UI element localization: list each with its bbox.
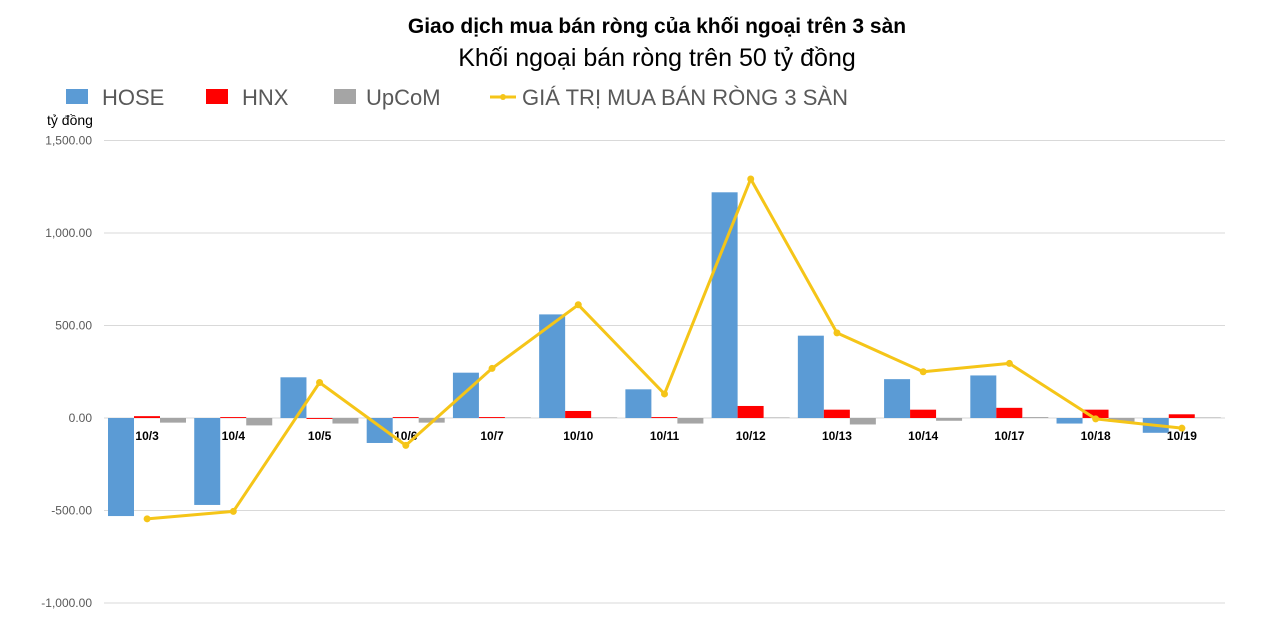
bar-hnx [1082, 409, 1109, 418]
bar-upcom [591, 417, 618, 418]
bar-hnx [565, 410, 592, 418]
y-tick-label: -1,000.00 [41, 596, 92, 610]
bar-hnx [478, 417, 505, 418]
bar-hose [108, 418, 134, 517]
y-tick-label: 1,000.00 [45, 226, 92, 240]
legend-swatch-hnx [206, 89, 228, 104]
chart-title: Giao dịch mua bán ròng của khối ngoại tr… [408, 15, 906, 38]
legend-swatch-total-marker [500, 94, 506, 100]
y-tick-label: 1,500.00 [45, 134, 92, 148]
net-value-point [574, 301, 582, 309]
bar-hnx [392, 417, 419, 418]
x-axis-ticks: 10/3 10/4 10/5 10/6 10/7 10/10 10/11 10/12 10/13… [135, 429, 1197, 443]
bar-hnx [306, 418, 333, 419]
net-value-point [1005, 359, 1013, 367]
bar-hnx [823, 409, 850, 418]
bar-hose [884, 379, 911, 418]
y-axis-unit-label: tỷ đồng [47, 112, 93, 128]
net-value-point [1178, 424, 1186, 432]
bar-upcom [1108, 418, 1135, 422]
bar-upcom [1194, 417, 1221, 418]
bar-hose [194, 418, 221, 505]
net-value-point [402, 441, 410, 449]
bar-upcom [160, 418, 186, 423]
x-tick-label: 10/11 [650, 429, 680, 443]
bar-hnx [910, 409, 937, 418]
y-tick-label: 500.00 [55, 319, 92, 333]
bar-upcom [763, 417, 790, 418]
bar-upcom [504, 417, 531, 418]
bar-upcom [246, 418, 273, 426]
net-value-point [488, 364, 496, 372]
bar-upcom [332, 418, 359, 424]
legend-swatch-hose [66, 89, 88, 104]
bar-hnx [996, 407, 1023, 418]
x-tick-label: 10/4 [222, 429, 246, 443]
y-tick-label: -500.00 [51, 504, 92, 518]
net-value-line [143, 175, 1186, 523]
net-value-point [747, 175, 755, 183]
y-axis-ticks: 1,500.00 1,000.00 500.00 0.00 -500.00 -1,000.… [41, 134, 92, 611]
bar-hnx [220, 417, 247, 418]
x-tick-label: 10/12 [736, 429, 766, 443]
bar-upcom [1022, 417, 1049, 418]
legend-label-hose: HOSE [102, 85, 164, 110]
bar-upcom [936, 418, 963, 421]
x-tick-label: 10/5 [308, 429, 332, 443]
bar-hose [970, 375, 997, 418]
net-value-point [143, 515, 151, 523]
bar-hose [797, 335, 824, 418]
legend-label-total: GIÁ TRỊ MUA BÁN RÒNG 3 SÀN [522, 85, 848, 110]
legend-swatch-upcom [334, 89, 356, 104]
bar-hose [280, 377, 307, 418]
bar-hose [366, 418, 393, 443]
y-tick-label: 0.00 [69, 411, 93, 425]
chart-subtitle: Khối ngoại bán ròng trên 50 tỷ đồng [458, 44, 856, 72]
bar-upcom [677, 418, 704, 424]
bars [108, 192, 1221, 517]
net-value-point [919, 368, 927, 376]
net-value-point [229, 507, 237, 515]
net-value-point [661, 390, 668, 398]
legend: HOSE HNX UpCoM GIÁ TRỊ MUA BÁN RÒNG 3 SÀ… [66, 85, 848, 110]
legend-label-upcom: UpCoM [366, 85, 441, 110]
bar-hnx [134, 416, 160, 418]
bar-hose [711, 192, 738, 418]
bar-hnx [651, 417, 678, 418]
x-tick-label: 10/13 [822, 429, 852, 443]
bar-upcom [849, 418, 876, 425]
x-tick-label: 10/18 [1081, 429, 1111, 443]
x-tick-label: 10/17 [994, 429, 1024, 443]
x-tick-label: 10/14 [908, 429, 938, 443]
x-tick-label: 10/19 [1167, 429, 1197, 443]
net-value-polyline [146, 177, 1183, 521]
x-tick-label: 10/10 [563, 429, 593, 443]
net-value-point [1092, 415, 1100, 423]
net-value-point [833, 329, 841, 337]
bar-hose [452, 372, 479, 418]
legend-label-hnx: HNX [242, 85, 289, 110]
bar-hnx [1168, 414, 1195, 418]
net-value-point [316, 378, 324, 386]
x-tick-label: 10/7 [480, 429, 504, 443]
gridlines [104, 140, 1225, 604]
bar-hose [1056, 418, 1083, 424]
x-tick-label: 10/3 [135, 429, 159, 443]
bar-hnx [737, 405, 764, 418]
bar-hose [625, 389, 652, 418]
